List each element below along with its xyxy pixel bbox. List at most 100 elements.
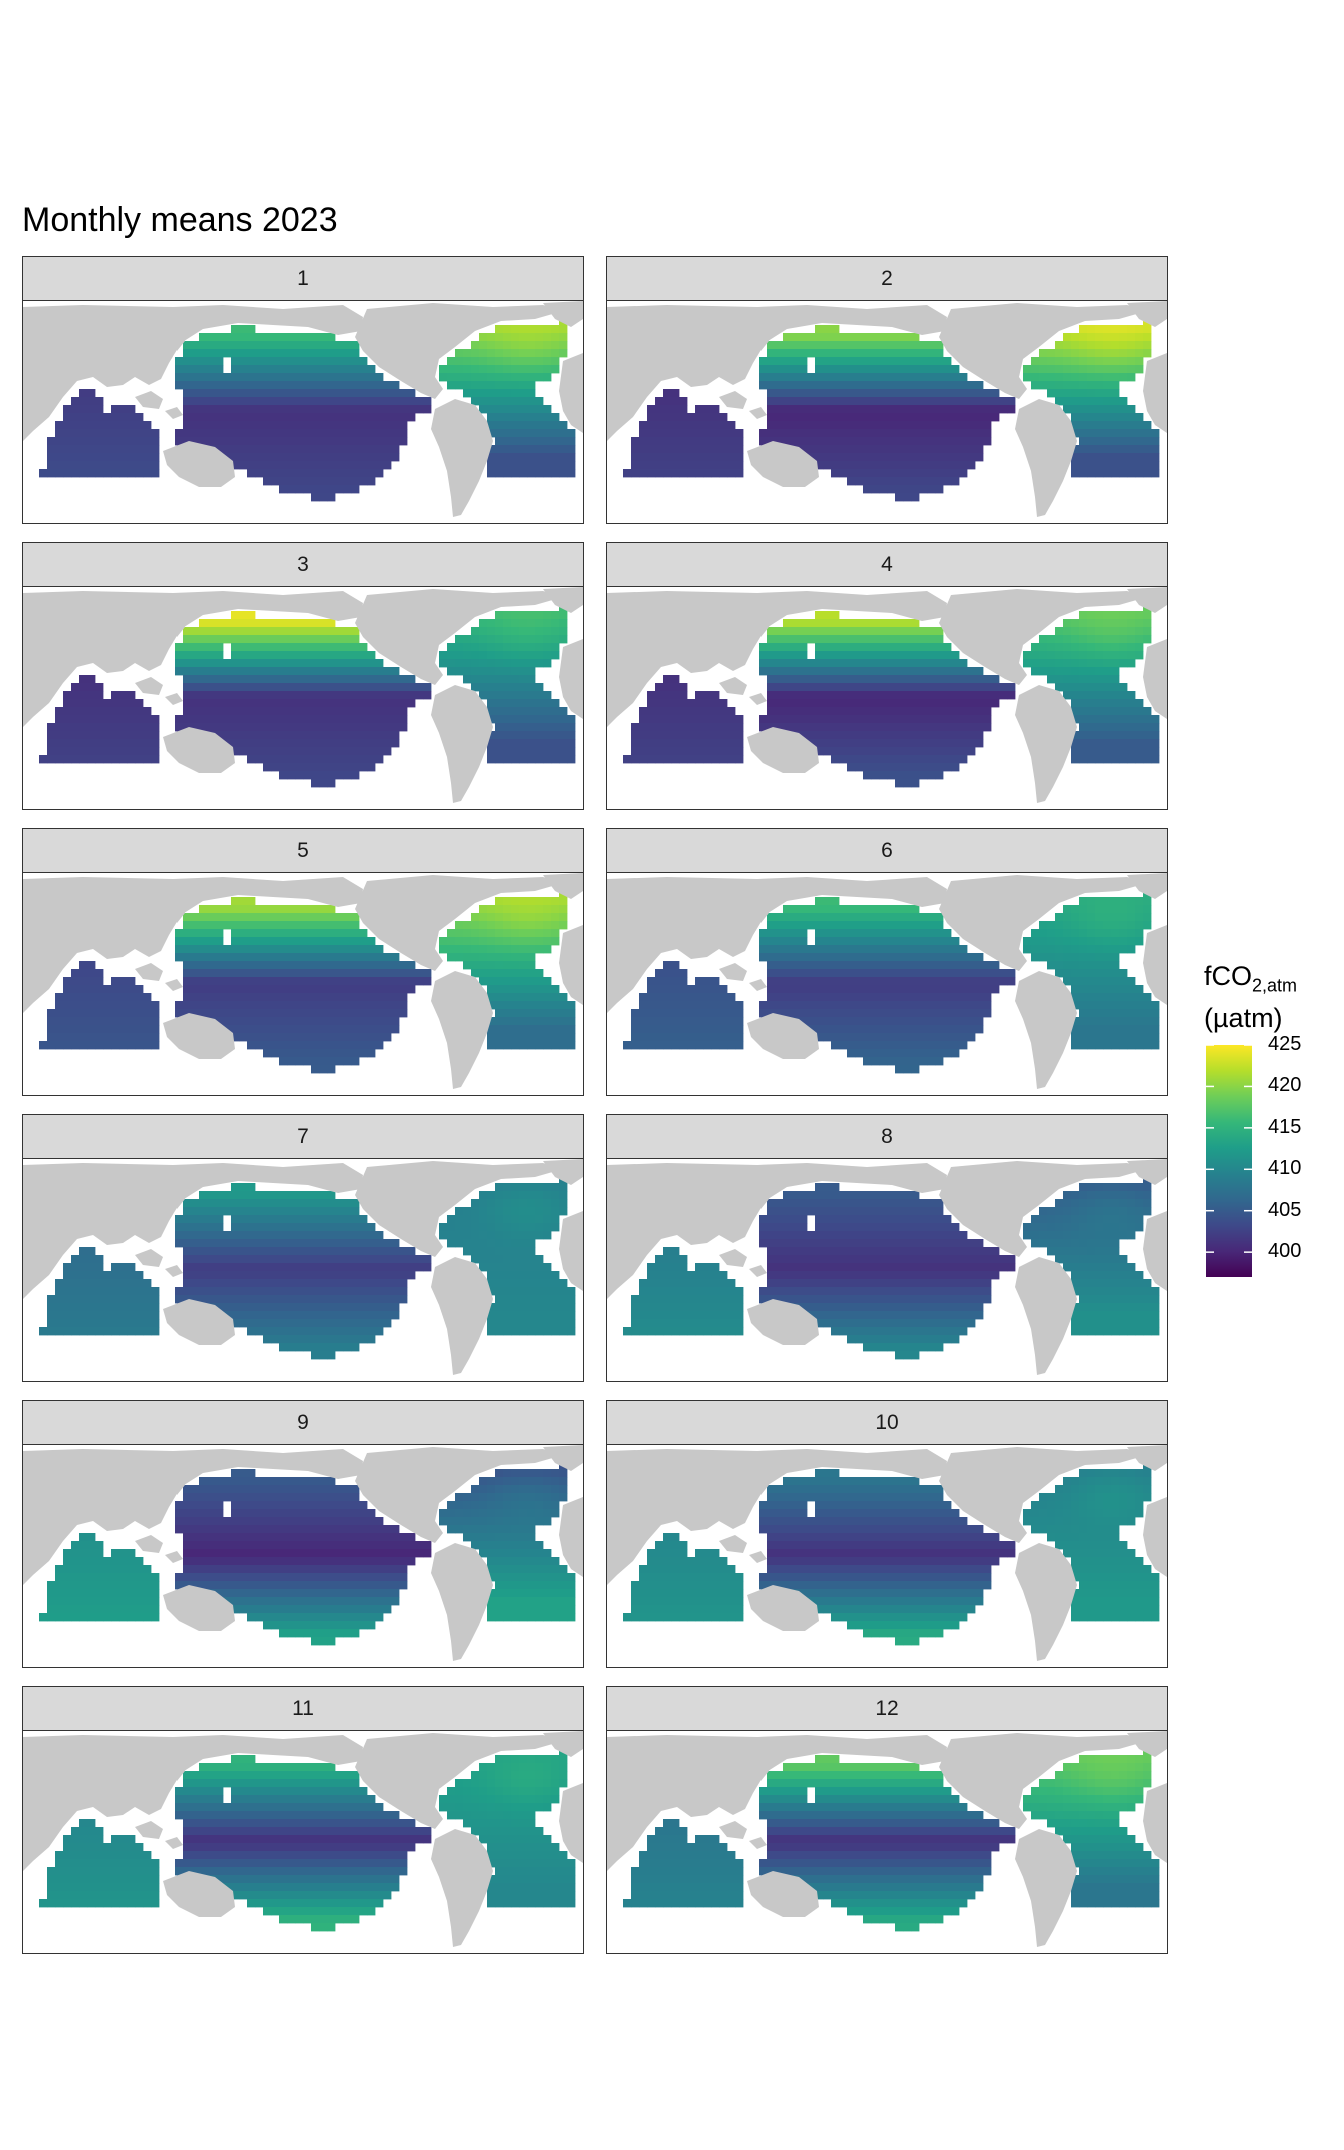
ocean-cells [39, 889, 576, 1074]
land-shape [757, 1761, 769, 1781]
land-shape [163, 1299, 235, 1345]
land-shape [543, 1445, 583, 1471]
map-svg [23, 587, 583, 803]
facet-strip: 6 [606, 828, 1168, 874]
land-masses [607, 1445, 1167, 1661]
facet-label: 7 [297, 1125, 309, 1148]
land-shape [1143, 639, 1167, 719]
land-shape [431, 1829, 493, 1947]
land-shape [749, 979, 767, 991]
ocean-cells [39, 1175, 576, 1360]
facet-panel-month-3: 3 [22, 542, 584, 810]
facet-label: 9 [297, 1411, 309, 1434]
ocean-cells [623, 317, 1160, 502]
land-shape [747, 1585, 819, 1631]
facet-strip: 4 [606, 542, 1168, 588]
land-shape [173, 617, 185, 637]
land-shape [559, 925, 583, 1005]
land-shape [607, 1163, 947, 1299]
land-shape [1015, 399, 1077, 517]
land-shape [1143, 1211, 1167, 1291]
legend-tick-label: 400 [1268, 1240, 1302, 1263]
land-shape [163, 441, 235, 487]
land-masses [23, 587, 583, 803]
land-shape [939, 1161, 1147, 1257]
map-panel [606, 301, 1168, 524]
facet-strip: 8 [606, 1114, 1168, 1160]
map-panel [22, 1731, 584, 1954]
land-masses [23, 1159, 583, 1375]
legend-tick-label: 410 [1268, 1157, 1302, 1180]
land-shape [135, 1249, 163, 1267]
facet-strip: 5 [22, 828, 584, 874]
facet-label: 12 [875, 1697, 899, 1720]
facet-panel-month-7: 7 [22, 1114, 584, 1382]
land-shape [23, 1449, 363, 1585]
legend-tick-label: 420 [1268, 1074, 1302, 1097]
land-shape [719, 391, 747, 409]
land-shape [1127, 1731, 1167, 1757]
land-shape [543, 301, 583, 327]
land-shape [757, 331, 769, 351]
land-shape [559, 1783, 583, 1863]
land-shape [1127, 587, 1167, 613]
ocean-cells [623, 889, 1160, 1074]
land-shape [355, 303, 563, 399]
land-shape [1127, 873, 1167, 899]
facet-panel-month-5: 5 [22, 828, 584, 1096]
facet-strip: 11 [22, 1686, 584, 1732]
land-shape [165, 1837, 183, 1849]
facet-label: 6 [881, 839, 893, 862]
land-shape [135, 1535, 163, 1553]
land-shape [135, 677, 163, 695]
land-shape [607, 305, 947, 441]
facet-label: 11 [292, 1697, 314, 1720]
map-panel [606, 1159, 1168, 1382]
land-shape [165, 979, 183, 991]
land-shape [747, 1013, 819, 1059]
land-shape [431, 971, 493, 1089]
land-shape [23, 305, 363, 441]
facet-strip: 2 [606, 256, 1168, 302]
facet-panel-month-4: 4 [606, 542, 1168, 810]
facet-strip: 1 [22, 256, 584, 302]
legend-title-main: fCO [1204, 961, 1253, 991]
facet-strip: 9 [22, 1400, 584, 1446]
land-masses [607, 587, 1167, 803]
land-masses [607, 301, 1167, 517]
map-svg [23, 873, 583, 1089]
land-shape [607, 877, 947, 1013]
land-shape [173, 1475, 185, 1495]
land-masses [23, 1445, 583, 1661]
land-shape [607, 591, 947, 727]
land-shape [607, 1449, 947, 1585]
ocean-cells [39, 1461, 576, 1646]
map-panel [22, 587, 584, 810]
land-shape [719, 677, 747, 695]
land-shape [1143, 1497, 1167, 1577]
land-shape [543, 1159, 583, 1185]
map-panel [22, 873, 584, 1096]
facet-strip: 12 [606, 1686, 1168, 1732]
land-shape [719, 1535, 747, 1553]
land-shape [747, 1299, 819, 1345]
land-shape [939, 875, 1147, 971]
land-shape [163, 1013, 235, 1059]
land-shape [749, 693, 767, 705]
land-shape [1143, 925, 1167, 1005]
land-shape [719, 1821, 747, 1839]
land-shape [173, 903, 185, 923]
facet-panel-month-10: 10 [606, 1400, 1168, 1668]
land-shape [749, 407, 767, 419]
land-masses [607, 1731, 1167, 1947]
facet-label: 4 [881, 553, 893, 576]
ocean-cells [39, 317, 576, 502]
land-shape [719, 1249, 747, 1267]
map-svg [607, 873, 1167, 1089]
land-shape [559, 353, 583, 433]
land-shape [939, 1733, 1147, 1829]
land-shape [559, 1211, 583, 1291]
land-masses [607, 1159, 1167, 1375]
map-panel [606, 587, 1168, 810]
map-panel [606, 1445, 1168, 1668]
